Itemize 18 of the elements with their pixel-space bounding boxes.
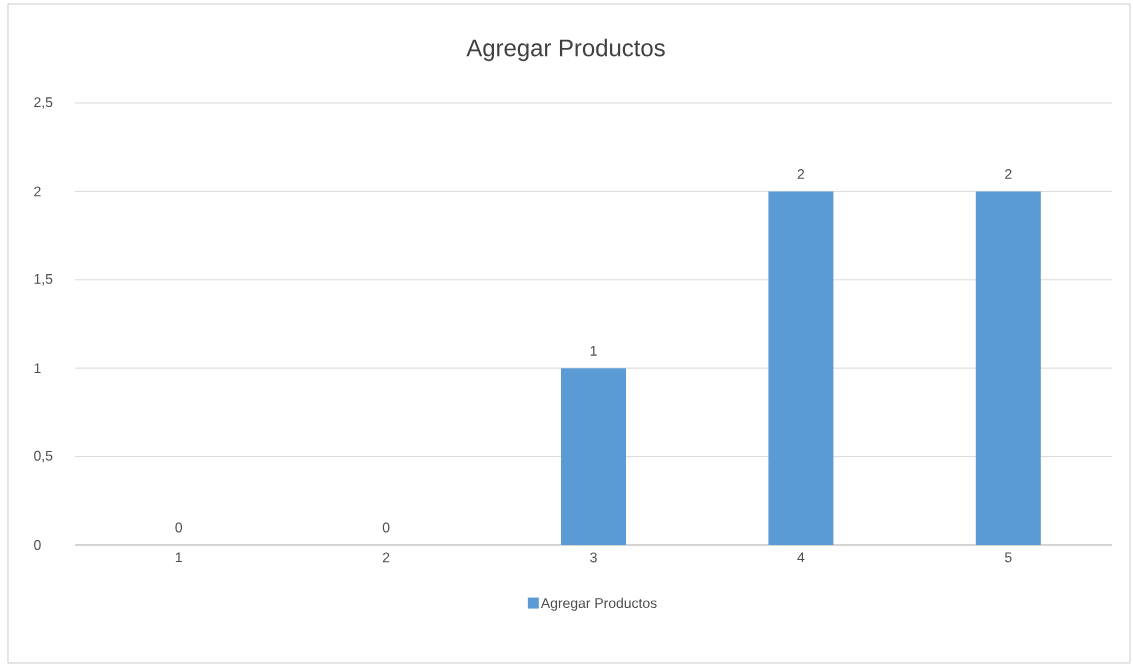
x-tick-label: 4 — [797, 552, 805, 563]
data-label: 2 — [1005, 169, 1012, 179]
x-tick-label: 1 — [175, 552, 182, 563]
y-tick-label: 0,5 — [34, 450, 53, 463]
data-label: 1 — [590, 346, 597, 356]
y-tick-label: 2 — [34, 186, 41, 197]
legend-label: Agregar Productos — [540, 597, 657, 611]
y-tick-label: 2,5 — [34, 97, 53, 109]
y-tick-label: 0 — [34, 540, 41, 550]
data-label: 0 — [175, 522, 183, 533]
data-label: 0 — [382, 522, 390, 533]
y-tick-label: 1,5 — [34, 274, 53, 286]
x-tick-label: 2 — [382, 552, 390, 563]
x-tick-label: 3 — [590, 552, 597, 563]
x-tick-label: 5 — [1004, 552, 1012, 563]
chart-title: Agregar Productos — [466, 38, 665, 62]
y-tick-label: 1 — [34, 363, 41, 373]
data-label: 2 — [797, 169, 805, 179]
